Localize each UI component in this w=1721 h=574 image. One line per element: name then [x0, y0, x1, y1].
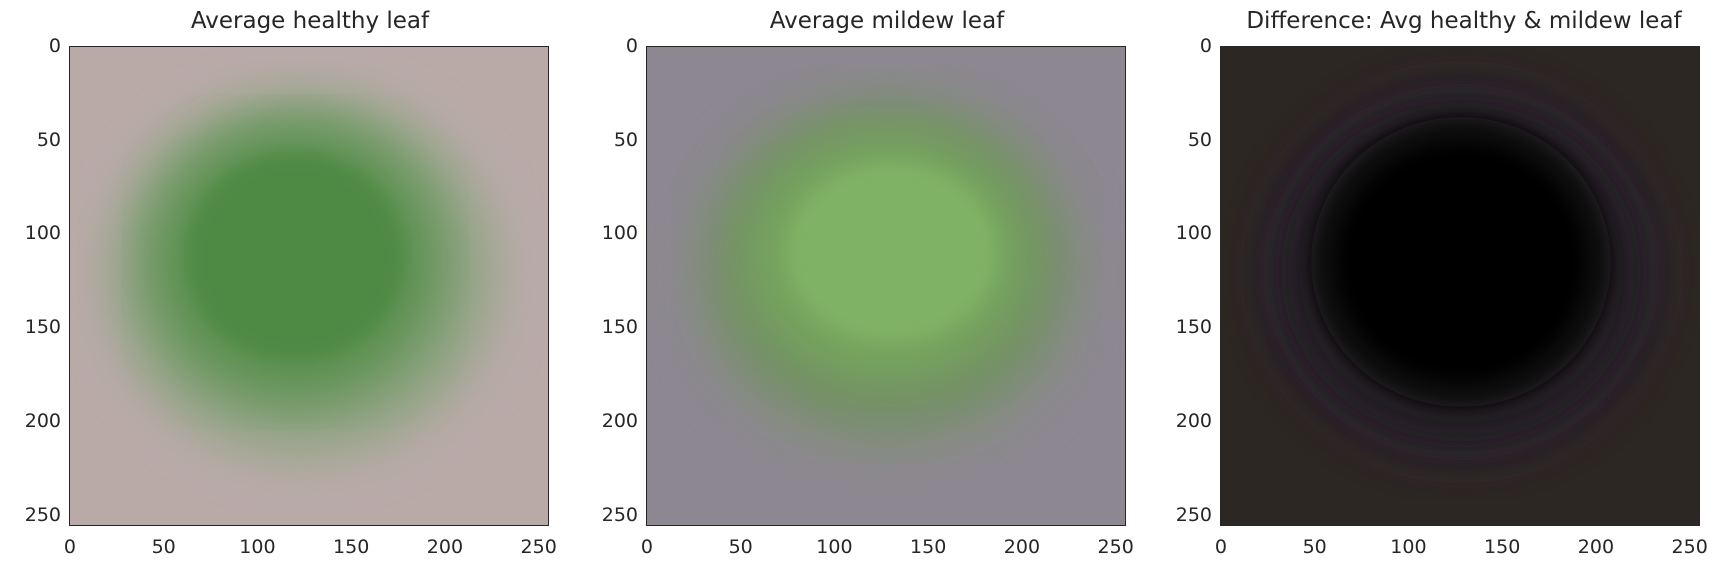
image-mildew-leaf — [646, 46, 1126, 526]
x-tick-label: 200 — [426, 536, 464, 558]
panel-title: Average mildew leaf — [769, 8, 1005, 34]
x-tick-label: 100 — [239, 536, 276, 558]
x-tick-label: 50 — [728, 536, 753, 558]
y-tick-label: 250 — [24, 503, 61, 526]
x-tick-label: 0 — [640, 536, 653, 558]
y-tick-label: 150 — [24, 316, 61, 339]
leaf-image — [647, 47, 1125, 525]
leaf-image — [1221, 47, 1699, 525]
x-tick-label: 0 — [63, 536, 76, 558]
x-tick-label: 200 — [1003, 536, 1041, 558]
panel-healthy: Average healthy leaf 0 50 100 150 200 250 0 50 1… — [0, 0, 560, 574]
x-tick-label: 100 — [816, 536, 853, 558]
y-tick-label: 100 — [1175, 222, 1212, 245]
x-tick-label: 0 — [1214, 536, 1227, 558]
y-tick-label: 50 — [1187, 128, 1212, 151]
x-tick-label: 250 — [1671, 536, 1708, 558]
x-tick-label: 50 — [151, 536, 176, 558]
x-tick-label: 150 — [1484, 536, 1521, 558]
y-tick-label: 200 — [601, 409, 638, 432]
image-healthy-leaf — [69, 46, 549, 526]
y-tick-label: 100 — [601, 222, 638, 245]
y-tick-label: 250 — [1175, 503, 1212, 526]
x-tick-label: 250 — [520, 536, 557, 558]
y-tick-label: 0 — [48, 34, 61, 57]
y-tick-label: 150 — [601, 316, 638, 339]
panel-mildew: Average mildew leaf 0 50 100 150 200 250 0 50 10… — [577, 0, 1137, 574]
y-tick-label: 50 — [36, 128, 61, 151]
image-difference — [1220, 46, 1700, 526]
y-tick-label: 0 — [625, 34, 638, 57]
y-tick-label: 50 — [613, 128, 638, 151]
x-tick-label: 50 — [1302, 536, 1327, 558]
x-tick-label: 100 — [1390, 536, 1427, 558]
x-tick-label: 150 — [333, 536, 370, 558]
x-tick-label: 200 — [1577, 536, 1615, 558]
x-tick-label: 250 — [1097, 536, 1134, 558]
y-tick-label: 150 — [1175, 316, 1212, 339]
leaf-image — [70, 47, 548, 525]
x-tick-label: 150 — [910, 536, 947, 558]
y-tick-label: 100 — [24, 222, 61, 245]
y-tick-label: 200 — [1175, 409, 1212, 432]
y-tick-label: 250 — [601, 503, 638, 526]
panel-title: Difference: Avg healthy & mildew leaf — [1246, 8, 1682, 34]
y-tick-label: 200 — [24, 409, 61, 432]
panel-difference: Difference: Avg healthy & mildew leaf 0 5… — [1154, 0, 1714, 574]
y-tick-label: 0 — [1199, 34, 1212, 57]
panel-title: Average healthy leaf — [190, 8, 430, 34]
